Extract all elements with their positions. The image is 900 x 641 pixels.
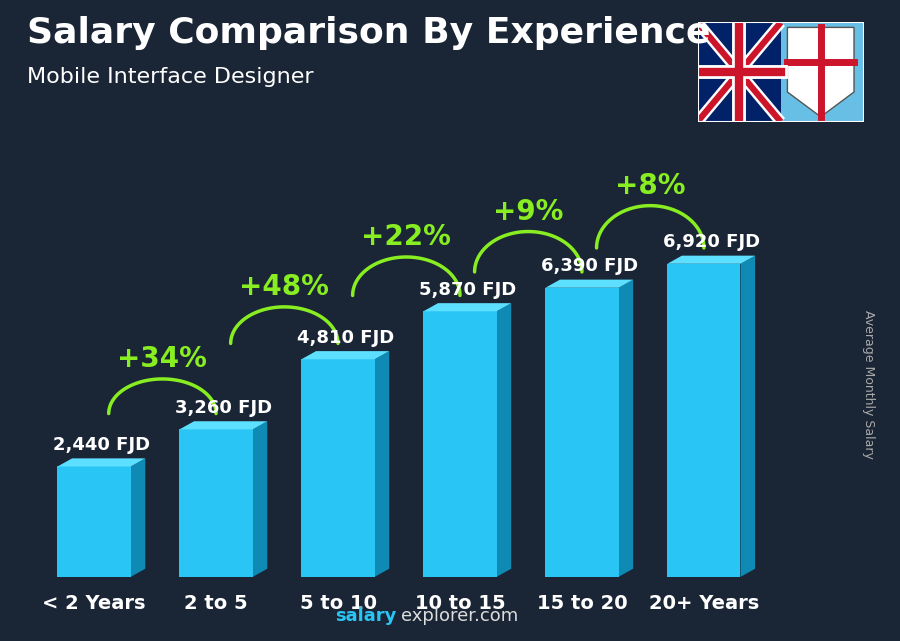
- Polygon shape: [497, 303, 511, 577]
- Polygon shape: [302, 351, 389, 359]
- Polygon shape: [618, 279, 634, 577]
- FancyBboxPatch shape: [667, 264, 741, 577]
- FancyBboxPatch shape: [58, 467, 130, 577]
- Bar: [698, 22, 781, 122]
- Polygon shape: [423, 303, 511, 312]
- Text: 5,870 FJD: 5,870 FJD: [418, 281, 516, 299]
- Text: Average Monthly Salary: Average Monthly Salary: [862, 310, 875, 459]
- FancyBboxPatch shape: [545, 288, 618, 577]
- Polygon shape: [58, 458, 145, 467]
- Text: +22%: +22%: [362, 223, 451, 251]
- FancyBboxPatch shape: [302, 359, 374, 577]
- FancyBboxPatch shape: [179, 429, 253, 577]
- Text: +9%: +9%: [493, 198, 563, 226]
- FancyBboxPatch shape: [423, 312, 497, 577]
- Polygon shape: [179, 421, 267, 429]
- Text: 6,920 FJD: 6,920 FJD: [662, 233, 760, 251]
- Text: 3,260 FJD: 3,260 FJD: [175, 399, 272, 417]
- Bar: [785, 24, 859, 122]
- Text: +48%: +48%: [239, 273, 329, 301]
- Polygon shape: [667, 256, 755, 264]
- Polygon shape: [545, 279, 634, 288]
- Text: 2,440 FJD: 2,440 FJD: [53, 436, 150, 454]
- Text: salary: salary: [335, 607, 396, 625]
- Polygon shape: [374, 351, 389, 577]
- Polygon shape: [741, 256, 755, 577]
- Text: explorer.com: explorer.com: [400, 607, 518, 625]
- Text: 6,390 FJD: 6,390 FJD: [541, 257, 638, 275]
- Text: 4,810 FJD: 4,810 FJD: [297, 328, 394, 347]
- Polygon shape: [788, 28, 854, 117]
- Text: +34%: +34%: [117, 345, 207, 373]
- Text: Mobile Interface Designer: Mobile Interface Designer: [27, 67, 313, 87]
- Polygon shape: [130, 458, 145, 577]
- Polygon shape: [253, 421, 267, 577]
- Text: Salary Comparison By Experience: Salary Comparison By Experience: [27, 16, 710, 50]
- Text: +8%: +8%: [615, 172, 686, 200]
